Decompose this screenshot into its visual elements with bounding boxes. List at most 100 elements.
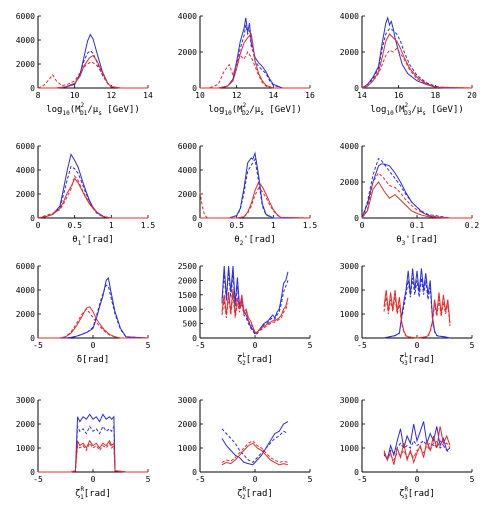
x-tick-label: 0 — [36, 221, 41, 230]
x-tick-label: 5 — [146, 341, 151, 350]
series-red-dashed — [38, 442, 148, 473]
x-tick-label: 0 — [91, 341, 96, 350]
series-red-dashed — [383, 297, 451, 339]
series-blue-solid — [38, 413, 148, 473]
x-tick-label: 5 — [308, 475, 313, 484]
x-tick-label: 8 — [36, 91, 41, 100]
x-tick-label: 0 — [415, 341, 420, 350]
series-blue-dashed — [361, 27, 472, 89]
series-red-solid — [38, 439, 148, 473]
series-red-solid — [361, 33, 473, 89]
y-tick-label: 1000 — [178, 444, 197, 453]
x-tick-label: 1.5 — [141, 221, 156, 230]
x-axis-label: log10(M2 D3/μs [GeV]) — [370, 102, 464, 117]
series-red-dashed — [361, 47, 473, 89]
y-tick-label: 2000 — [340, 48, 359, 57]
series-blue-dashed — [361, 157, 472, 219]
series-red-solid — [383, 289, 451, 339]
y-tick-label: 0 — [30, 84, 35, 93]
x-axis-label: δ[rad] — [77, 355, 110, 365]
x-tick-label: 0 — [91, 475, 96, 484]
y-tick-label: 4000 — [16, 36, 35, 45]
y-tick-label: 2000 — [178, 276, 197, 285]
y-tick-label: 6000 — [16, 142, 35, 151]
x-tick-label: 5 — [470, 341, 475, 350]
x-tick-label: 0 — [198, 221, 203, 230]
x-tick-label: 0.5 — [67, 221, 82, 230]
y-tick-label: 1000 — [340, 444, 359, 453]
x-axis-label: ζR 1[rad] — [75, 486, 111, 501]
series-blue-dashed — [200, 157, 310, 219]
x-tick-label: 12 — [232, 91, 242, 100]
x-axis-label: ζR 3[rad] — [399, 486, 435, 501]
y-tick-label: 1500 — [178, 291, 197, 300]
x-tick-label: 1 — [271, 221, 276, 230]
series-red-solid — [200, 32, 310, 89]
series-red-dashed — [361, 172, 472, 219]
series-red-solid — [361, 181, 472, 219]
x-tick-label: 1.5 — [303, 221, 318, 230]
y-tick-label: 0 — [354, 214, 359, 223]
series-red-dashed — [221, 440, 289, 463]
y-tick-label: 0 — [30, 334, 35, 343]
series-red-dashed — [37, 61, 148, 89]
series-blue-solid — [38, 276, 149, 339]
series-red-solid — [38, 54, 148, 89]
x-axis-label: θ3'[rad] — [396, 235, 438, 247]
x-tick-label: 5 — [470, 475, 475, 484]
series-red-solid — [37, 177, 148, 219]
series-blue-solid — [383, 421, 451, 462]
x-tick-label: 20 — [467, 91, 477, 100]
y-tick-label: 0 — [354, 468, 359, 477]
x-axis-label: ζL 3[rad] — [399, 352, 435, 367]
y-tick-label: 3000 — [16, 396, 35, 405]
x-tick-label: 5 — [146, 475, 151, 484]
x-tick-label: 16 — [305, 91, 315, 100]
y-tick-label: 3000 — [340, 396, 359, 405]
x-tick-label: -5 — [33, 475, 43, 484]
x-tick-label: 16 — [394, 91, 404, 100]
y-tick-label: 4000 — [178, 166, 197, 175]
y-tick-label: 4000 — [340, 142, 359, 151]
y-tick-label: 2000 — [178, 190, 197, 199]
y-tick-label: 2000 — [340, 286, 359, 295]
y-tick-label: 6000 — [16, 262, 35, 271]
x-axis-label: ζL 2[rad] — [237, 352, 273, 367]
series-red-solid — [221, 288, 289, 333]
subplot-5: 0 2000 4000 6000 0 0.5 1 1.5 θ2'[rad] — [178, 142, 318, 247]
y-tick-label: 500 — [183, 320, 198, 329]
series-blue-solid — [200, 17, 310, 89]
y-tick-label: 0 — [192, 468, 197, 477]
series-red-dashed — [38, 308, 148, 339]
y-tick-label: 3000 — [340, 262, 359, 271]
series-red-dashed — [37, 174, 148, 219]
y-tick-label: 0 — [192, 334, 197, 343]
x-tick-label: -5 — [195, 341, 205, 350]
series-blue-dashed — [38, 284, 149, 339]
x-tick-label: 14 — [269, 91, 279, 100]
series-blue-dashed — [37, 165, 148, 219]
y-tick-label: 0 — [30, 468, 35, 477]
x-tick-label: 18 — [431, 91, 441, 100]
series-blue-solid — [221, 421, 289, 466]
x-tick-label: 1 — [109, 221, 114, 230]
y-tick-label: 4000 — [16, 166, 35, 175]
x-axis-label: θ1'[rad] — [72, 235, 114, 247]
series-red-dashed — [199, 187, 311, 219]
series-red-dashed — [383, 439, 451, 462]
x-tick-label: 12 — [107, 91, 117, 100]
series-blue-solid — [200, 151, 310, 219]
y-tick-label: 2500 — [178, 262, 197, 271]
x-axis-label: log10(M2 D1/μs [GeV]) — [46, 102, 140, 117]
x-tick-label: -5 — [357, 341, 367, 350]
y-tick-label: 1000 — [178, 305, 197, 314]
y-tick-label: 6000 — [178, 142, 197, 151]
y-tick-label: 2000 — [340, 178, 359, 187]
